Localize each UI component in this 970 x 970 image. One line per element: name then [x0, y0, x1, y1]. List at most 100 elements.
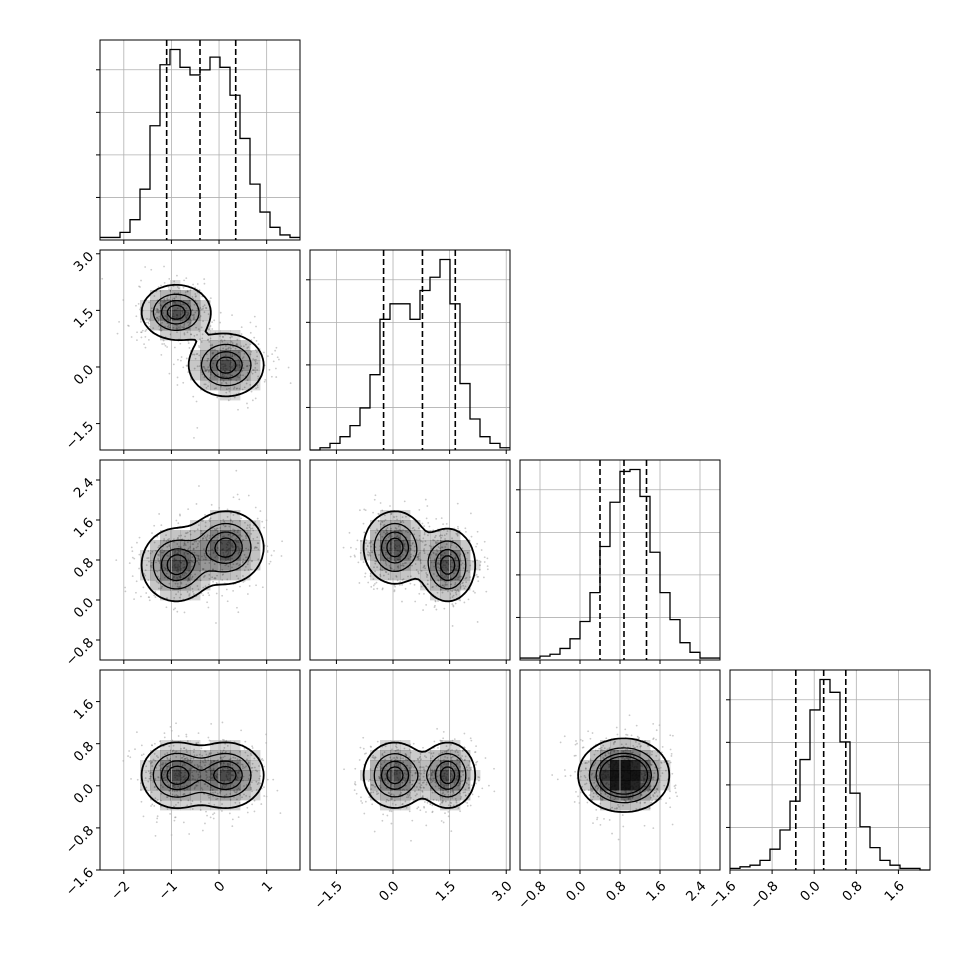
sample-point [176, 327, 178, 329]
sample-point [212, 580, 214, 583]
sample-point [189, 322, 192, 324]
sample-point [255, 584, 257, 587]
sample-point [240, 517, 243, 520]
sample-point [151, 532, 153, 534]
x-tick-label: −2 [108, 878, 133, 903]
sample-point [175, 722, 177, 725]
sample-point [194, 311, 197, 314]
sample-point [486, 568, 489, 571]
sample-point [196, 427, 199, 429]
sample-point [563, 769, 566, 771]
sample-point [249, 343, 252, 346]
sample-point [178, 287, 180, 290]
density-cell [230, 380, 241, 391]
sample-point [263, 795, 266, 797]
sample-point [374, 582, 376, 585]
sample-point [157, 581, 159, 584]
sample-point [204, 383, 207, 386]
sample-point [240, 370, 243, 373]
sample-point [206, 357, 209, 360]
density-cell [220, 330, 231, 341]
density-cell [150, 320, 161, 331]
sample-point [124, 590, 127, 593]
density-cell [240, 350, 251, 361]
sample-point [244, 565, 247, 568]
sample-point [206, 601, 209, 604]
density-cell [620, 750, 631, 761]
sample-point [245, 343, 247, 346]
sample-point [470, 512, 472, 515]
sample-point [437, 600, 439, 602]
sample-point [203, 311, 206, 314]
sample-point [244, 521, 246, 524]
sample-point [130, 546, 133, 549]
density-cell [420, 770, 431, 781]
sample-point [186, 548, 189, 551]
sample-point [168, 327, 170, 329]
sample-point [249, 353, 252, 356]
sample-point [434, 600, 437, 603]
sample-point [474, 751, 476, 754]
sample-point [256, 355, 259, 358]
sample-point [246, 806, 249, 809]
sample-point [195, 546, 198, 549]
sample-point [417, 806, 420, 809]
sample-point [463, 601, 466, 604]
sample-point [212, 568, 215, 571]
sample-point [624, 728, 627, 731]
sample-point [175, 519, 178, 522]
sample-point [198, 563, 201, 566]
sample-point [168, 582, 171, 585]
density-cell [220, 520, 231, 531]
sample-point [160, 329, 162, 332]
sample-point [484, 757, 487, 759]
density-cell [400, 570, 411, 581]
density-cell [200, 560, 211, 571]
sample-point [249, 331, 252, 334]
sample-point [242, 367, 245, 370]
sample-point [253, 810, 256, 813]
sample-point [158, 569, 161, 572]
sample-point [213, 319, 216, 322]
sample-point [440, 517, 443, 520]
sample-point [124, 586, 126, 589]
density-cell [240, 340, 251, 351]
sample-point [219, 311, 222, 314]
sample-point [564, 775, 567, 777]
sample-point [230, 347, 232, 350]
sample-point [425, 603, 428, 606]
sample-point [217, 373, 219, 376]
x-tick-label: 0.8 [603, 878, 630, 905]
sample-point [276, 789, 279, 792]
sample-point [150, 564, 153, 567]
sample-point [493, 767, 495, 770]
sample-point [198, 524, 200, 527]
sample-point [204, 556, 207, 559]
sample-point [581, 739, 584, 742]
sample-point [202, 594, 205, 597]
y-tick-label: 0.0 [71, 595, 98, 622]
sample-point [194, 299, 197, 302]
sample-point [229, 336, 232, 339]
sample-point [256, 362, 259, 365]
density-cell [430, 540, 441, 551]
sample-point [652, 737, 655, 740]
sample-point [269, 560, 272, 563]
sample-point [183, 611, 186, 614]
density-cell [590, 750, 601, 761]
sample-point [626, 734, 629, 736]
sample-point [423, 525, 426, 527]
sample-point [211, 343, 214, 346]
sample-point [154, 569, 157, 572]
density-cell [200, 300, 211, 311]
density-cell [370, 520, 381, 531]
sample-point [433, 740, 436, 743]
sample-point [389, 505, 391, 507]
sample-point [373, 498, 376, 501]
sample-point [147, 338, 150, 341]
x-tick-label: 0.0 [563, 878, 590, 905]
sample-point [199, 315, 202, 317]
sample-point [167, 286, 170, 289]
sample-point [433, 606, 436, 609]
sample-point [173, 297, 176, 300]
